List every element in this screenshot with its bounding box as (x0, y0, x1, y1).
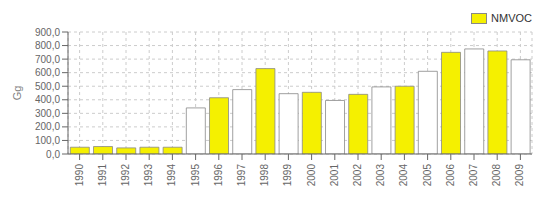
svg-text:1999: 1999 (283, 164, 294, 187)
svg-text:2005: 2005 (422, 164, 433, 187)
svg-text:800,0: 800,0 (35, 40, 60, 51)
svg-text:1993: 1993 (143, 164, 154, 187)
svg-text:600,0: 600,0 (35, 67, 60, 78)
svg-text:900,0: 900,0 (35, 27, 60, 38)
svg-text:300,0: 300,0 (35, 108, 60, 119)
svg-text:1998: 1998 (259, 164, 270, 187)
svg-text:1991: 1991 (97, 164, 108, 187)
svg-text:2007: 2007 (468, 164, 479, 187)
svg-text:1994: 1994 (167, 164, 178, 187)
html-text:NMVOC: NMVOC (491, 12, 532, 24)
svg-text:500,0: 500,0 (35, 81, 60, 92)
svg-text:1992: 1992 (120, 164, 131, 187)
svg-text:0,0: 0,0 (46, 149, 60, 160)
svg-text:1997: 1997 (236, 164, 247, 187)
svg-text:2003: 2003 (375, 164, 386, 187)
svg-text:700,0: 700,0 (35, 54, 60, 65)
svg-text:2002: 2002 (352, 164, 363, 187)
svg-text:1995: 1995 (190, 164, 201, 187)
svg-text:2001: 2001 (329, 164, 340, 187)
svg-text:100,0: 100,0 (35, 135, 60, 146)
svg-text:200,0: 200,0 (35, 121, 60, 132)
svg-text:2008: 2008 (491, 164, 502, 187)
svg-text:400,0: 400,0 (35, 94, 60, 105)
svg-text:2006: 2006 (445, 164, 456, 187)
svg-text:Gg: Gg (11, 86, 23, 101)
svg-text:1990: 1990 (74, 164, 85, 187)
svg-text:2009: 2009 (515, 164, 526, 187)
svg-text:1996: 1996 (213, 164, 224, 187)
svg-text:2004: 2004 (399, 164, 410, 187)
svg-text:2000: 2000 (306, 164, 317, 187)
